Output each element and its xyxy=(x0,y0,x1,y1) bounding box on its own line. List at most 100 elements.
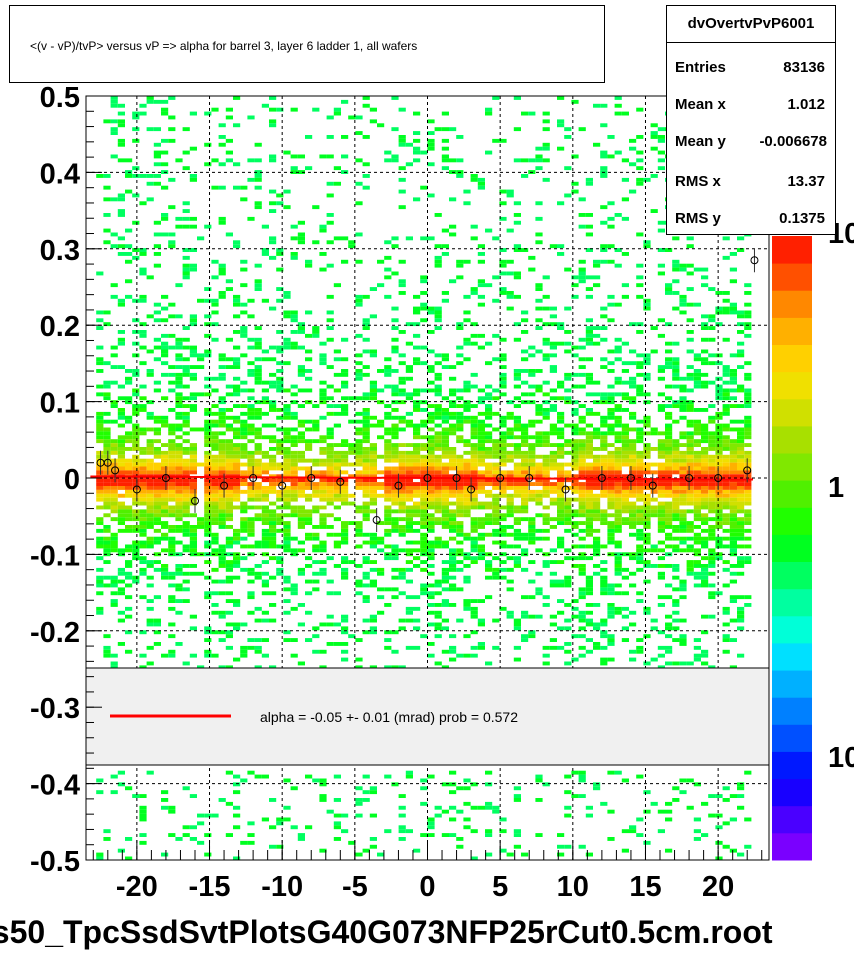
heatmap-cell xyxy=(679,310,687,315)
heatmap-cell xyxy=(261,486,269,490)
heatmap-cell xyxy=(600,174,608,178)
heatmap-cell xyxy=(182,127,190,132)
heatmap-cell xyxy=(326,450,334,455)
heatmap-cell xyxy=(614,560,622,564)
heatmap-cell xyxy=(125,583,133,588)
heatmap-cell xyxy=(218,291,226,295)
heatmap-cell xyxy=(621,423,629,428)
heatmap-cell xyxy=(657,392,665,397)
heatmap-cell xyxy=(413,540,421,545)
heatmap-cell xyxy=(398,618,406,623)
heatmap-cell xyxy=(175,486,183,490)
heatmap-cell xyxy=(326,404,334,408)
heatmap-cell xyxy=(233,361,241,366)
heatmap-cell xyxy=(521,357,529,362)
heatmap-cell xyxy=(499,560,507,564)
heatmap-cell xyxy=(708,431,716,436)
heatmap-cell xyxy=(146,181,154,186)
heatmap-cell xyxy=(297,322,305,327)
heatmap-cell xyxy=(189,493,197,498)
heatmap-cell xyxy=(125,505,133,510)
heatmap-cell xyxy=(679,388,687,393)
heatmap-cell xyxy=(693,267,701,272)
heatmap-cell xyxy=(600,470,608,475)
heatmap-cell xyxy=(708,517,716,522)
heatmap-cell xyxy=(341,626,349,631)
heatmap-cell xyxy=(542,411,550,416)
heatmap-cell xyxy=(693,532,701,537)
heatmap-cell xyxy=(715,396,723,401)
heatmap-cell xyxy=(643,606,651,611)
heatmap-cell xyxy=(549,404,557,408)
heatmap-cell xyxy=(729,474,737,479)
heatmap-cell xyxy=(621,252,629,256)
heatmap-cell xyxy=(319,497,327,502)
heatmap-cell xyxy=(420,513,428,518)
heatmap-cell xyxy=(441,419,449,424)
heatmap-cell xyxy=(96,369,104,373)
heatmap-cell xyxy=(161,458,169,463)
heatmap-cell xyxy=(744,283,752,288)
x-tick-label: 10 xyxy=(557,871,589,903)
heatmap-cell xyxy=(211,322,219,327)
heatmap-cell xyxy=(456,404,464,408)
heatmap-cell xyxy=(355,158,363,163)
heatmap-cell xyxy=(679,443,687,447)
heatmap-cell xyxy=(283,361,291,366)
heatmap-cell xyxy=(636,513,644,518)
heatmap-cell xyxy=(139,493,147,498)
heatmap-cell xyxy=(492,462,500,467)
heatmap-cell xyxy=(521,349,529,354)
heatmap-cell xyxy=(110,400,118,405)
heatmap-cell xyxy=(362,517,370,522)
heatmap-cell xyxy=(621,341,629,346)
heatmap-cell xyxy=(513,96,521,100)
heatmap-cell xyxy=(729,525,737,529)
heatmap-cell xyxy=(729,517,737,522)
heatmap-cell xyxy=(153,489,161,494)
heatmap-cell xyxy=(312,470,320,475)
heatmap-cell xyxy=(319,493,327,498)
heatmap-cell xyxy=(290,505,298,510)
heatmap-cell xyxy=(283,532,291,537)
heatmap-cell xyxy=(506,415,514,420)
heatmap-cell xyxy=(506,493,514,498)
heatmap-cell xyxy=(665,614,673,619)
heatmap-cell xyxy=(657,493,665,498)
heatmap-cell xyxy=(600,431,608,436)
heatmap-cell xyxy=(305,493,313,498)
heatmap-cell xyxy=(506,544,514,549)
heatmap-cell xyxy=(355,521,363,525)
heatmap-cell xyxy=(96,606,104,611)
heatmap-cell xyxy=(722,536,730,541)
heatmap-cell xyxy=(506,306,514,311)
heatmap-cell xyxy=(600,474,608,479)
heatmap-cell xyxy=(391,478,399,483)
legend-text: alpha = -0.05 +- 0.01 (mrad) prob = 0.57… xyxy=(260,709,518,725)
heatmap-cell xyxy=(665,450,673,455)
heatmap-cell xyxy=(636,107,644,112)
heatmap-cell xyxy=(657,220,665,225)
heatmap-cell xyxy=(269,501,277,506)
heatmap-cell xyxy=(204,544,212,549)
heatmap-cell xyxy=(319,622,327,627)
heatmap-cell xyxy=(211,513,219,518)
heatmap-cell xyxy=(384,415,392,420)
heatmap-cell xyxy=(427,571,435,576)
heatmap-cell xyxy=(492,427,500,432)
heatmap-cell xyxy=(355,201,363,206)
heatmap-cell xyxy=(297,388,305,393)
heatmap-cell xyxy=(607,427,615,432)
heatmap-cell xyxy=(463,380,471,385)
heatmap-cell xyxy=(614,606,622,611)
heatmap-cell xyxy=(369,486,377,490)
heatmap-cell xyxy=(225,489,233,494)
heatmap-cell xyxy=(139,478,147,483)
heatmap-cell xyxy=(175,216,183,221)
heatmap-cell xyxy=(744,493,752,498)
heatmap-cell xyxy=(715,825,723,830)
heatmap-cell xyxy=(542,431,550,436)
heatmap-cell xyxy=(477,599,485,603)
heatmap-cell xyxy=(571,181,579,186)
heatmap-cell xyxy=(333,505,341,510)
